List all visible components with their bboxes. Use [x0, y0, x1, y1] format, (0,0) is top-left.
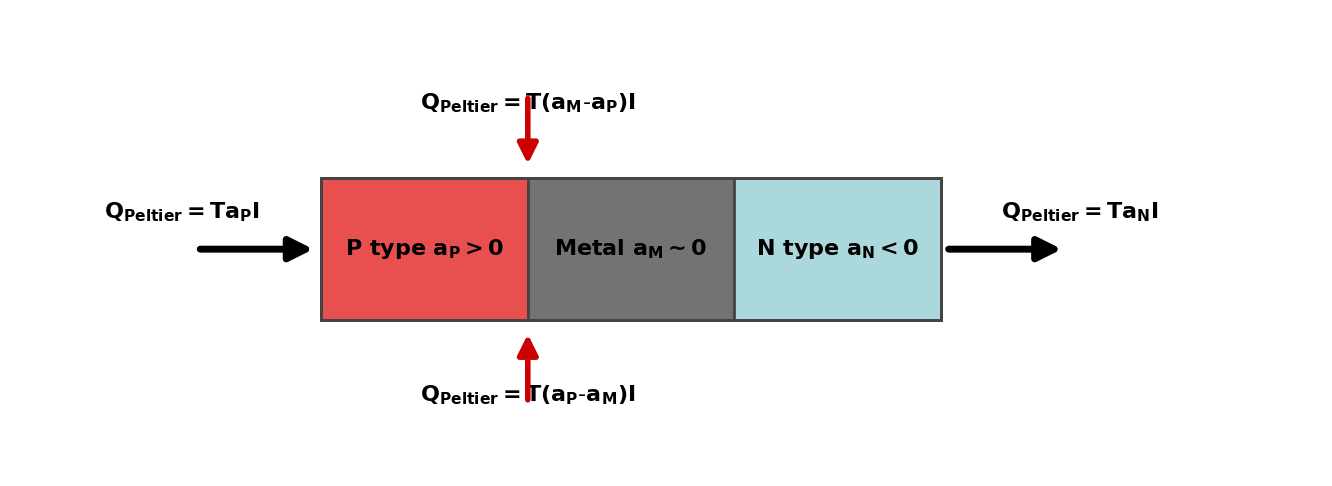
Bar — [527, 178, 734, 320]
Text: $\mathbf{Q_{Peltier} = T(a_M\text{-}a_P)I}$: $\mathbf{Q_{Peltier} = T(a_M\text{-}a_P)… — [420, 91, 635, 115]
Bar — [321, 178, 940, 320]
Text: P type $\mathbf{a_P}$$\mathbf{>0}$: P type $\mathbf{a_P}$$\mathbf{>0}$ — [345, 237, 503, 261]
Text: $\mathbf{Q_{Peltier} = Ta_NI}$: $\mathbf{Q_{Peltier} = Ta_NI}$ — [1002, 200, 1159, 224]
Text: $\mathbf{Q_{Peltier} = Ta_PI}$: $\mathbf{Q_{Peltier} = Ta_PI}$ — [104, 200, 260, 224]
Text: $\mathbf{Q_{Peltier} = T(a_P\text{-}a_M)I}$: $\mathbf{Q_{Peltier} = T(a_P\text{-}a_M)… — [420, 383, 635, 407]
Bar — [321, 178, 527, 320]
Text: Metal $\mathbf{a_M}$$\mathbf{\sim0}$: Metal $\mathbf{a_M}$$\mathbf{\sim0}$ — [554, 237, 707, 261]
Text: N type $\mathbf{a_N}$$\mathbf{<0}$: N type $\mathbf{a_N}$$\mathbf{<0}$ — [757, 237, 919, 261]
Bar — [734, 178, 940, 320]
